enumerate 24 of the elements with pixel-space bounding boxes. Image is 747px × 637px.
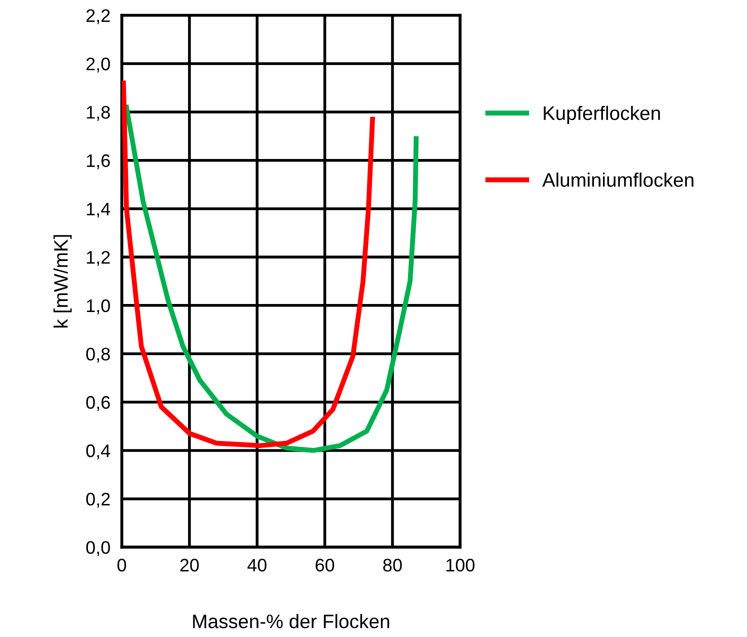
x-tick-label: 60 <box>316 558 334 572</box>
legend-label: Aluminiumflocken <box>542 172 694 187</box>
y-tick-label: 1,8 <box>86 106 110 121</box>
y-tick-label: 2,0 <box>86 58 110 72</box>
x-tick-label: 0 <box>117 558 126 572</box>
y-axis-title: k [mW/mK] <box>54 235 72 328</box>
y-tick-label: 1,4 <box>86 202 110 218</box>
x-tick-label: 20 <box>180 558 199 572</box>
y-tick-label: 1,0 <box>86 299 110 314</box>
x-tick-label: 100 <box>446 558 475 572</box>
line-series <box>124 104 419 453</box>
y-tick-label: 2,2 <box>86 9 110 24</box>
x-axis-title: Massen-% der Flocken <box>193 614 390 628</box>
y-tick-label: 1,6 <box>86 154 110 170</box>
y-tick-label: 0,6 <box>86 396 110 411</box>
y-tick-label: 0,2 <box>86 492 110 508</box>
y-tick-label: 0,4 <box>86 444 110 460</box>
line-series <box>122 80 375 448</box>
y-tick-label: 0,8 <box>86 348 110 363</box>
legend-label: Kupferflocken <box>544 106 660 124</box>
x-tick-label: 80 <box>383 558 402 572</box>
x-tick-label: 40 <box>247 558 266 572</box>
y-tick-label: 1,2 <box>86 250 110 266</box>
y-tick-label: 0,0 <box>86 541 110 556</box>
